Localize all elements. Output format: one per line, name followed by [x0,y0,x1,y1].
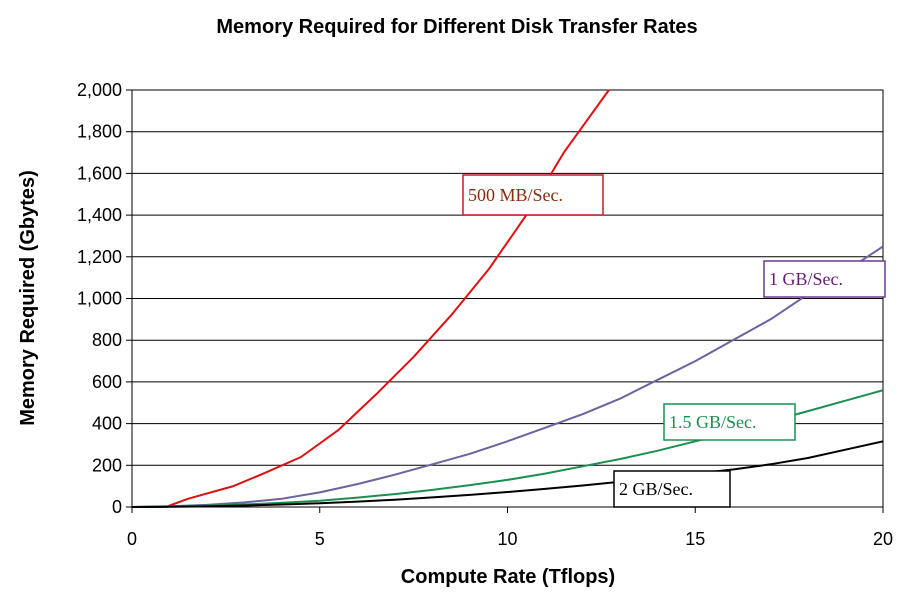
x-axis-label: Compute Rate (Tflops) [401,566,615,588]
x-tick-label: 15 [685,529,705,549]
y-tick-label: 1,000 [77,289,122,309]
y-tick-label: 1,800 [77,122,122,142]
x-tick-label: 10 [497,529,517,549]
series-line-1 [132,89,610,508]
tick-labels: 02004006008001,0001,2001,4001,6001,8002,… [77,80,893,549]
series-line-4 [132,440,883,508]
chart-title: Memory Required for Different Disk Trans… [216,16,697,38]
y-tick-label: 400 [92,414,122,434]
y-tick-label: 600 [92,372,122,392]
x-tick-label: 20 [873,529,893,549]
annotation-label: 2 GB/Sec. [619,479,693,499]
y-tick-label: 1,200 [77,247,122,267]
annotation-box: 500 MB/Sec. [462,174,604,216]
annotation-box: 1.5 GB/Sec. [663,403,796,441]
annotation-box: 2 GB/Sec. [613,470,731,508]
y-axis-label: Memory Required (Gbytes) [17,170,39,426]
annotations: 500 MB/Sec. 1 GB/Sec. 1.5 GB/Sec. 2 GB/Sec. [462,174,886,508]
annotation-label: 1.5 GB/Sec. [669,412,757,432]
y-tick-label: 800 [92,330,122,350]
grid-lines [126,89,884,513]
x-tick-label: 0 [127,529,137,549]
annotation-label: 500 MB/Sec. [468,185,563,205]
series-line-2 [132,245,883,508]
x-tick-label: 5 [315,529,325,549]
y-tick-label: 0 [112,497,122,517]
y-tick-label: 200 [92,455,122,475]
annotation-label: 1 GB/Sec. [769,269,843,289]
y-tick-label: 1,600 [77,163,122,183]
y-tick-label: 2,000 [77,80,122,100]
annotation-box: 1 GB/Sec. [763,260,886,298]
y-tick-label: 1,400 [77,205,122,225]
